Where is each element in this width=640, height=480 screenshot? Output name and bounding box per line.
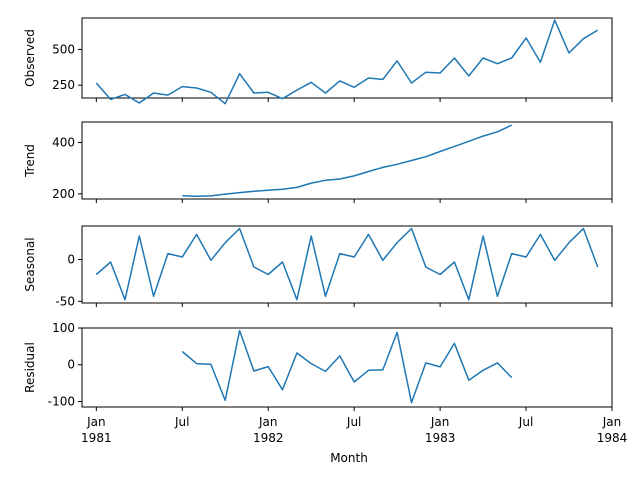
observed-y-axis-label: Observed <box>23 29 37 87</box>
residual-y-tick-label: 0 <box>67 358 75 372</box>
residual-y-tick-label: -100 <box>48 394 75 408</box>
seasonal-series-line <box>95 227 599 301</box>
observed-series-line <box>95 19 599 105</box>
seasonal-y-tick-label: -50 <box>55 294 75 308</box>
seasonal-y-tick-label: 0 <box>67 252 75 266</box>
residual-y-tick-label: 100 <box>52 321 75 335</box>
seasonal-axes-frame <box>81 225 613 304</box>
trend-series-line <box>182 124 513 197</box>
x-tick-label: Jan <box>602 415 622 429</box>
x-tick-label: Jan <box>430 415 450 429</box>
observed-y-tick-label: 250 <box>52 78 75 92</box>
x-tick-label: Jan <box>86 415 106 429</box>
residual-series-line <box>181 329 513 404</box>
observed-axes-frame <box>81 17 613 99</box>
x-axis-label: Month <box>330 451 368 465</box>
x-tick-year-label: 1982 <box>253 431 284 445</box>
residual-y-axis-label: Residual <box>23 342 37 393</box>
x-tick-year-label: 1983 <box>425 431 456 445</box>
trend-axes-frame <box>81 121 613 200</box>
trend-y-tick-label: 400 <box>52 136 75 150</box>
x-tick-year-label: 1984 <box>597 431 628 445</box>
trend-y-tick-label: 200 <box>52 187 75 201</box>
observed-y-tick-label: 500 <box>52 42 75 56</box>
x-tick-label: Jul <box>174 415 189 429</box>
seasonal-y-axis-label: Seasonal <box>23 237 37 291</box>
x-tick-year-label: 1981 <box>81 431 112 445</box>
x-tick-label: Jan <box>258 415 278 429</box>
x-tick-label: Jul <box>518 415 533 429</box>
x-tick-label: Jul <box>346 415 361 429</box>
trend-y-axis-label: Trend <box>23 144 37 178</box>
